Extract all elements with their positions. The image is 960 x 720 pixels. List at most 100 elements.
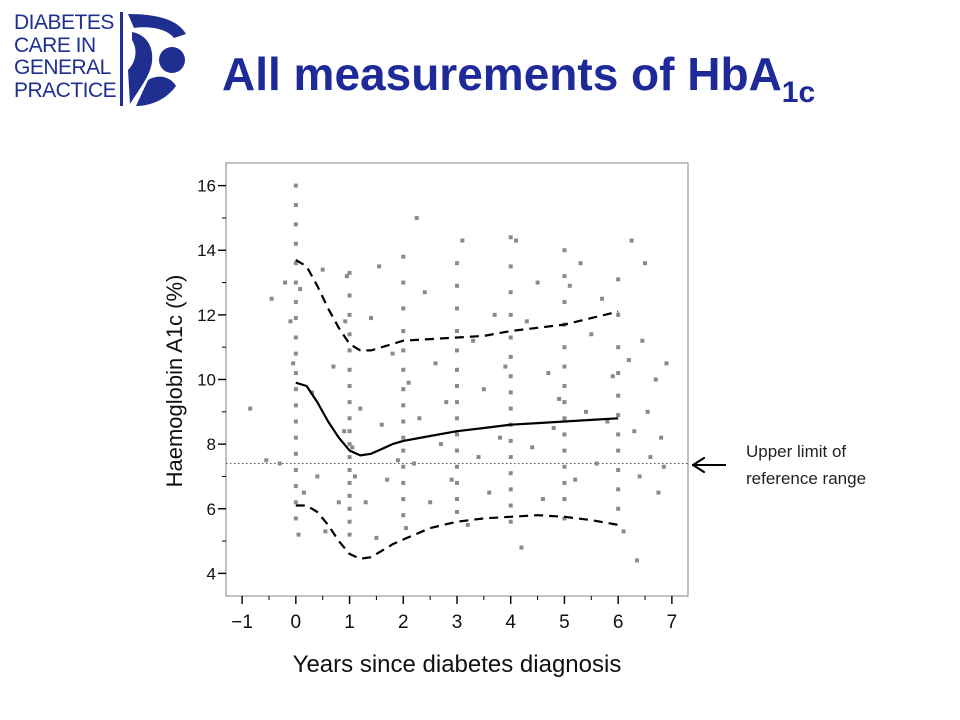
- data-point-9: [293, 241, 298, 246]
- data-point-144: [562, 274, 567, 279]
- data-point-175: [616, 467, 621, 472]
- data-point-136: [524, 319, 529, 324]
- data-point-88: [422, 290, 427, 295]
- data-point-168: [616, 312, 621, 317]
- data-point-89: [428, 500, 433, 505]
- data-point-124: [508, 374, 513, 379]
- data-point-65: [385, 477, 390, 482]
- data-point-38: [344, 274, 349, 279]
- data-point-46: [347, 400, 352, 405]
- data-point-66: [390, 351, 395, 356]
- data-point-34: [331, 364, 336, 369]
- y-tick-label-1: 6: [207, 500, 216, 519]
- data-point-95: [455, 283, 459, 288]
- y-tick-label-3: 10: [197, 371, 216, 390]
- data-point-75: [401, 403, 406, 408]
- data-point-152: [562, 432, 567, 437]
- data-point-59: [358, 406, 363, 411]
- data-point-6: [293, 183, 298, 188]
- data-point-71: [401, 329, 406, 334]
- data-point-82: [401, 513, 406, 518]
- data-point-138: [535, 280, 540, 285]
- data-point-145: [562, 299, 567, 304]
- data-point-5: [288, 319, 293, 324]
- data-point-83: [403, 526, 408, 531]
- y-tick-label-4: 12: [197, 306, 216, 325]
- data-point-178: [621, 529, 626, 534]
- data-point-109: [460, 238, 465, 243]
- data-point-69: [401, 280, 406, 285]
- data-point-24: [293, 500, 298, 505]
- data-point-123: [508, 354, 513, 359]
- data-point-20: [293, 435, 298, 440]
- data-point-12: [293, 299, 298, 304]
- data-point-2: [269, 296, 274, 301]
- data-point-163: [594, 461, 599, 466]
- data-point-31: [315, 474, 320, 479]
- data-point-110: [465, 522, 470, 527]
- data-point-185: [643, 261, 648, 266]
- data-point-45: [347, 383, 352, 388]
- data-point-92: [444, 400, 449, 405]
- data-point-25: [293, 516, 298, 521]
- data-point-35: [336, 500, 341, 505]
- data-point-27: [291, 361, 296, 366]
- data-point-153: [562, 448, 567, 453]
- data-point-0: [248, 406, 253, 411]
- data-point-157: [562, 516, 567, 521]
- data-point-101: [455, 400, 459, 405]
- data-point-58: [352, 474, 357, 479]
- data-point-21: [293, 451, 298, 456]
- x-tick-label-6: 5: [559, 612, 570, 633]
- data-point-19: [293, 419, 298, 424]
- data-point-64: [379, 422, 384, 427]
- data-point-37: [343, 319, 348, 324]
- data-point-151: [562, 416, 567, 421]
- data-point-129: [508, 455, 513, 460]
- y-tick-label-0: 4: [207, 564, 216, 583]
- data-point-111: [471, 338, 476, 343]
- data-point-172: [616, 413, 621, 418]
- logo-line-3: GENERAL: [14, 56, 111, 79]
- data-point-51: [347, 467, 352, 472]
- data-point-3: [277, 461, 282, 466]
- data-point-174: [616, 448, 621, 453]
- logo-mark-icon: [120, 12, 186, 106]
- data-point-133: [508, 519, 513, 524]
- data-point-165: [605, 419, 610, 424]
- data-point-100: [455, 383, 459, 388]
- data-point-36: [342, 429, 347, 434]
- data-point-112: [476, 455, 481, 460]
- x-tick-label-3: 2: [398, 612, 409, 633]
- data-point-150: [562, 400, 567, 405]
- data-point-87: [417, 416, 422, 421]
- data-point-23: [293, 484, 298, 489]
- data-point-141: [551, 425, 556, 430]
- data-point-187: [648, 455, 653, 460]
- data-point-105: [455, 464, 459, 469]
- data-point-128: [508, 438, 513, 443]
- data-point-48: [347, 429, 352, 434]
- data-point-17: [293, 387, 298, 392]
- data-point-56: [347, 532, 352, 537]
- data-point-73: [401, 367, 406, 372]
- data-point-182: [634, 558, 639, 563]
- data-point-67: [395, 458, 400, 463]
- data-point-1: [264, 458, 269, 463]
- data-point-63: [377, 264, 382, 269]
- data-point-90: [433, 361, 438, 366]
- slide-title-subscript: 1c: [781, 76, 816, 109]
- data-point-18: [293, 403, 298, 408]
- data-point-85: [412, 461, 417, 466]
- data-point-47: [347, 416, 352, 421]
- data-point-61: [369, 316, 374, 321]
- data-point-177: [616, 506, 621, 511]
- data-point-189: [656, 490, 661, 495]
- logo-text: DIABETES CARE IN GENERAL PRACTICE: [14, 11, 124, 102]
- data-point-15: [293, 351, 298, 356]
- data-point-76: [401, 419, 406, 424]
- data-point-113: [481, 387, 486, 392]
- data-point-154: [562, 464, 567, 469]
- data-point-57: [350, 445, 355, 450]
- data-point-42: [347, 332, 352, 337]
